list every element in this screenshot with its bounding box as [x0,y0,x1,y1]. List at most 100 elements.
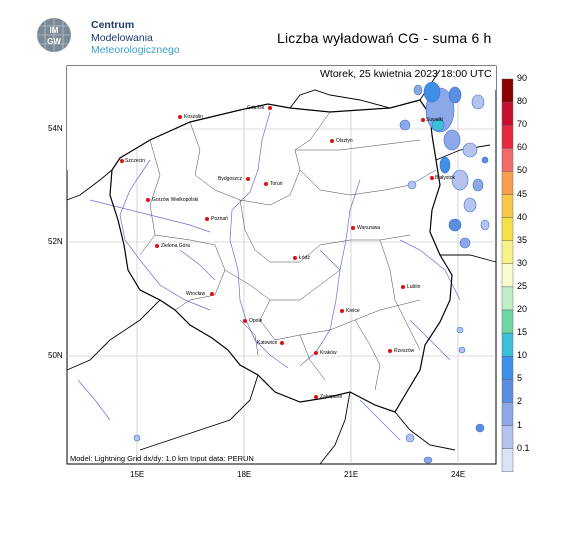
city-label: Olsztyn [336,138,353,144]
colorbar-swatch [501,148,514,172]
strike-cluster [456,326,464,334]
org-line-2: Modelowania [91,31,153,44]
colorbar-label: 1 [517,419,523,430]
svg-text:IM: IM [50,26,59,35]
colorbar-label: 25 [517,280,528,291]
lat-tick: 50N [48,351,63,360]
map-datetime: Wtorek, 25 kwietnia 2023 18:00 UTC [320,68,492,80]
city-marker [280,341,284,345]
colorbar-label: 45 [517,188,528,199]
colorbar-swatch [501,309,514,334]
lon-tick: 24E [451,470,466,479]
colorbar-label: 10 [517,350,528,361]
city-label: Wrocław [186,291,206,297]
strike-cluster [481,156,489,164]
colorbar-swatch [501,78,514,103]
strike-cluster [443,129,461,151]
organization-name: Centrum Modelowania Meteorologicznego [91,19,180,57]
city-label: Szczecin [125,158,146,164]
imgw-logo: IM GW [37,18,71,52]
city-marker [314,351,318,355]
city-label: Toruń [270,181,283,187]
city-marker [146,198,150,202]
strike-cluster [423,456,433,464]
strike-cluster [471,94,485,110]
city-label: Zakopane [320,394,343,400]
city-markers [120,106,434,399]
city-marker [330,139,334,143]
city-label: Kielce [346,308,360,314]
voivodeship-borders [139,111,437,391]
colorbar-swatch [501,240,514,264]
colorbar-swatch [501,124,514,149]
city-marker [293,256,297,260]
strike-cluster [458,346,466,354]
city-label: Koszalin [184,114,203,120]
city-label: Katowice [257,340,278,346]
city-marker [314,395,318,399]
baltic-sea [67,66,496,170]
city-marker [210,292,214,296]
city-marker [340,309,344,313]
model-info: Model: Lightning Grid dx/dy: 1.0 km Inpu… [70,454,254,463]
lightning-strikes [133,81,490,464]
strike-cluster [448,86,462,104]
city-marker [388,349,392,353]
city-marker [351,226,355,230]
city-label: Gorzów Wielkopolski [152,197,199,203]
city-marker [246,177,250,181]
lon-tick: 15E [130,470,145,479]
colorbar-label: 70 [517,119,528,130]
svg-text:GW: GW [47,37,61,46]
strike-cluster [413,84,423,96]
city-label: Lublin [407,284,421,290]
colorbar-swatch [501,171,514,195]
colorbar-label: 40 [517,211,528,222]
strike-cluster [423,81,441,103]
graticule [67,66,496,464]
strike-cluster [463,197,477,213]
lat-tick: 54N [48,124,63,133]
city-marker [264,182,268,186]
colorbar-label: 60 [517,142,528,153]
lon-tick: 18E [237,470,252,479]
strike-cluster [462,142,478,158]
city-label: Białystok [435,175,456,181]
strike-cluster [475,423,485,433]
city-marker [243,319,247,323]
city-marker [430,176,434,180]
colorbar-swatch [501,263,514,288]
colorbar-label: 15 [517,327,528,338]
strike-cluster [459,237,471,249]
city-label: Gdańsk [247,105,265,111]
city-marker [421,118,425,122]
colorbar-label: 35 [517,234,528,245]
neighbour-borders [66,69,497,465]
strike-cluster [439,156,451,174]
strike-cluster [405,433,415,443]
colorbar-label: 90 [517,73,528,83]
strike-cluster [399,119,411,131]
lat-tick: 52N [48,237,63,246]
colorbar-swatch [501,448,514,472]
colorbar-swatch [501,379,514,403]
city-label: Łódź [299,255,310,261]
map-title: Liczba wyładowań CG - suma 6 h [277,30,492,46]
colorbar-label: 0.1 [517,442,530,453]
colorbar-label: 50 [517,165,528,176]
city-label: Poznań [211,216,228,222]
city-label: Bydgoszcz [218,176,243,182]
strike-cluster [133,434,141,442]
city-marker [205,217,209,221]
city-label: Suwałki [426,117,444,123]
strike-cluster [407,180,417,190]
city-marker [401,285,405,289]
colorbar-swatch [501,286,514,311]
colorbar-swatch [501,217,514,241]
strike-cluster [480,219,490,231]
city-label: Opole [249,318,263,324]
city-label: Zielona Góra [161,243,190,249]
poland-border [109,99,453,413]
colorbar-label: 30 [517,257,528,268]
